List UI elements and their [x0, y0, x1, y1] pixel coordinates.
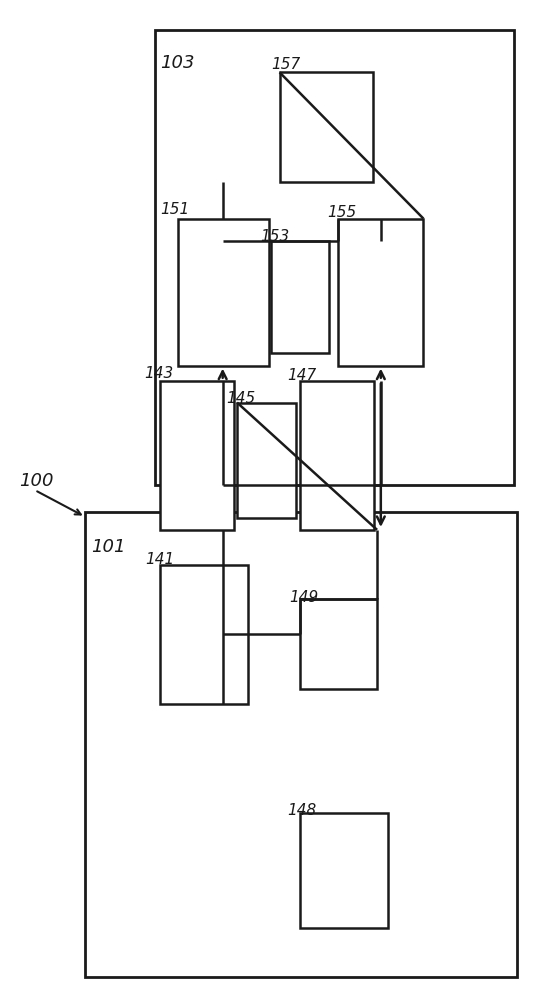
Text: 155: 155	[328, 205, 357, 220]
Text: 100: 100	[19, 472, 53, 490]
Text: 147: 147	[288, 368, 317, 383]
Text: 143: 143	[144, 366, 173, 381]
Text: 141: 141	[145, 552, 175, 567]
Text: 103: 103	[160, 54, 194, 72]
Bar	[160, 381, 235, 530]
Text: 101: 101	[90, 538, 125, 556]
Bar	[86, 512, 516, 977]
Bar	[271, 241, 329, 353]
Bar	[300, 813, 388, 928]
Bar	[179, 219, 269, 366]
Text: 157: 157	[272, 57, 301, 72]
Bar	[154, 30, 514, 485]
Bar	[300, 599, 377, 689]
Bar	[300, 381, 374, 530]
Bar	[338, 219, 423, 366]
Text: 151: 151	[160, 202, 189, 217]
Bar	[160, 565, 247, 704]
Bar	[237, 403, 295, 518]
Text: 145: 145	[226, 391, 256, 406]
Text: 153: 153	[260, 229, 289, 244]
Bar	[280, 72, 373, 182]
Text: 149: 149	[289, 589, 318, 604]
Text: 148: 148	[288, 803, 317, 818]
